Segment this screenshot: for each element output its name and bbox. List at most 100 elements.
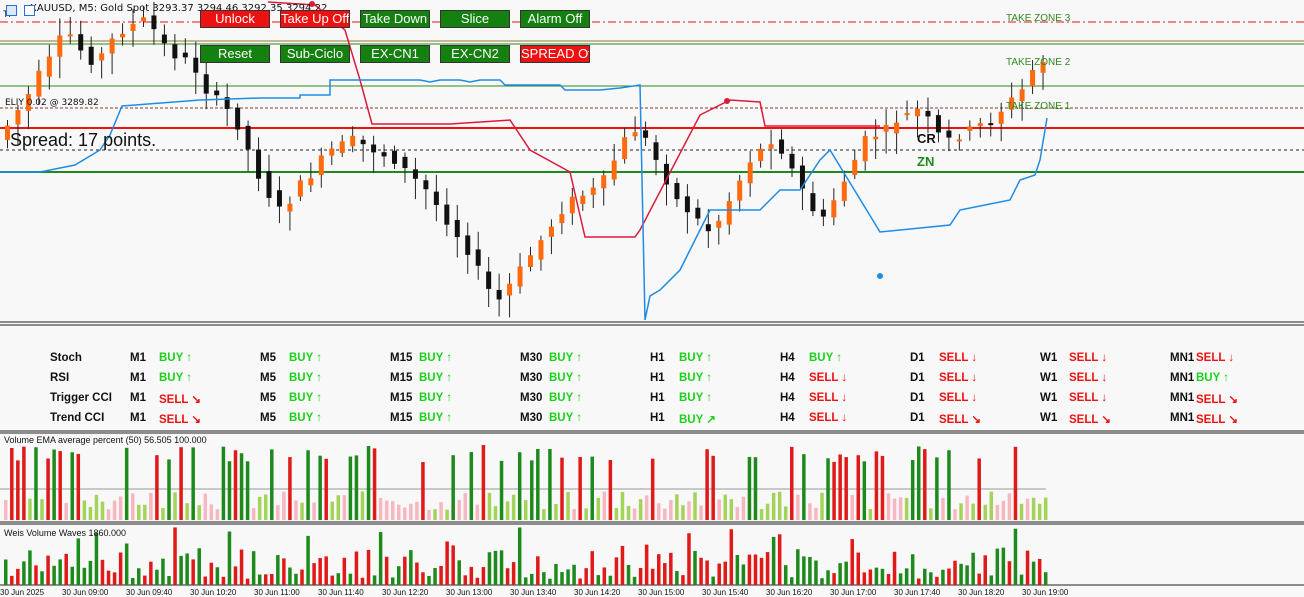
chart-title: XAUUSD, M5: Gold Spot 3293.37 3294.46 32… (30, 3, 328, 14)
timeframe-label: M15 (390, 392, 413, 404)
weis-volume-bar (904, 568, 909, 585)
spread-of-button[interactable]: SPREAD Of (520, 45, 590, 63)
candle-body (465, 235, 471, 255)
volume-ema-bar (959, 503, 963, 520)
signal-value: SELL ↓ (809, 372, 848, 384)
weis-volume-bar (409, 550, 413, 585)
volume-ema-bar (239, 453, 244, 520)
volume-ema-bar (796, 494, 800, 520)
weis-volume-bar (233, 566, 238, 585)
weis-volume-bar (4, 559, 8, 585)
unlock-button[interactable]: Unlock (200, 10, 270, 28)
weis-volume-bar (711, 576, 715, 585)
candle-body (904, 113, 910, 116)
candle-body (873, 136, 879, 140)
signal-value: SELL ↓ (939, 392, 978, 404)
volume-ema-bar (892, 498, 897, 520)
weis-volume-bar (602, 567, 607, 585)
weis-volume-title: Weis Volume Waves 1860.000 (4, 528, 127, 538)
weis-volume-bar (1031, 561, 1036, 585)
volume-ema-bar (826, 458, 830, 520)
weis-volume-bar (584, 568, 588, 585)
weis-volume-bar (850, 539, 854, 585)
weis-volume-bar (753, 554, 758, 585)
weis-volume-bar (777, 534, 782, 585)
ex-cn1-button[interactable]: EX-CN1 (360, 45, 430, 63)
volume-ema-bar (687, 501, 691, 520)
candle-body (883, 125, 889, 132)
candle-body (308, 178, 314, 186)
candle-body (956, 139, 962, 142)
candle-body (193, 57, 199, 73)
volume-ema-bar (46, 458, 50, 520)
candle-body (433, 191, 439, 205)
signal-value: SELL ↘ (1196, 394, 1239, 406)
signal-value: BUY ↑ (289, 392, 323, 404)
volume-ema-bar (155, 455, 159, 520)
weis-volume-bar (475, 577, 480, 585)
take-down-button[interactable]: Take Down (360, 10, 430, 28)
weis-volume-bar (741, 564, 746, 585)
volume-ema-bar (124, 447, 129, 520)
candle-body (569, 196, 575, 214)
volume-ema-bar (886, 493, 891, 520)
candle-body (67, 34, 73, 37)
signal-value: BUY ↗ (679, 414, 716, 426)
volume-ema-bar (215, 509, 220, 520)
weis-volume-bar (959, 563, 963, 585)
weis-volume-bar (372, 575, 377, 585)
slice-button[interactable]: Slice (440, 10, 510, 28)
volume-ema-bar (439, 502, 443, 520)
weis-volume-bar (390, 577, 395, 585)
volume-ema-bar (427, 509, 431, 520)
signal-value: BUY ↑ (159, 352, 193, 364)
timeframe-label: W1 (1040, 392, 1058, 404)
candle-body (663, 163, 669, 185)
weis-volume-bar (687, 533, 691, 585)
ex-cn2-button[interactable]: EX-CN2 (440, 45, 510, 63)
volume-ema-bar (916, 446, 921, 520)
volume-ema-bar (632, 508, 637, 520)
signal-value: BUY ↑ (289, 372, 323, 384)
candle-body (1019, 89, 1025, 102)
sub-ciclo-button[interactable]: Sub-Ciclo (280, 45, 350, 63)
candle-body (1040, 61, 1046, 73)
weis-volume-bar (173, 527, 177, 585)
volume-ema-bar (487, 492, 492, 520)
candle-body (371, 144, 377, 153)
volume-ema-bar (1031, 497, 1036, 520)
volume-ema-bar (747, 456, 752, 520)
x-axis-label: 30 Jun 17:40 (894, 588, 941, 597)
candle-body (412, 169, 418, 179)
candle-body (915, 108, 921, 117)
x-axis-label: 30 Jun 13:00 (446, 588, 493, 597)
alarm-off-button[interactable]: Alarm Off (520, 10, 590, 28)
take-up-off-button[interactable]: Take Up Off (280, 10, 350, 28)
candle-body (5, 125, 10, 140)
reset-button[interactable]: Reset (200, 45, 270, 63)
weis-volume-bar (995, 548, 1000, 585)
timeframe-label: H1 (650, 412, 665, 424)
timeframe-label: M1 (130, 352, 146, 364)
cr-tag: CR (917, 131, 936, 146)
signal-value: BUY ↑ (549, 372, 583, 384)
weis-volume-bar (197, 548, 201, 585)
candle-body (747, 162, 753, 184)
volume-ema-bar (263, 494, 268, 520)
candle-body (1030, 69, 1036, 87)
candle-body (632, 132, 638, 137)
weis-volume-bar (106, 570, 111, 585)
signal-value: BUY ↑ (419, 412, 453, 424)
volume-ema-bar (711, 455, 715, 520)
volume-ema-bar (130, 493, 135, 520)
candle-body (496, 290, 502, 300)
signal-value: SELL ↘ (1069, 414, 1112, 426)
volume-ema-bar (947, 450, 951, 520)
weis-volume-bar (1013, 528, 1018, 585)
volume-ema-bar (663, 508, 667, 520)
weis-volume-bar (820, 578, 824, 585)
volume-ema-bar (578, 457, 582, 520)
volume-ema-bar (995, 504, 1000, 520)
volume-ema-bar (790, 446, 794, 520)
